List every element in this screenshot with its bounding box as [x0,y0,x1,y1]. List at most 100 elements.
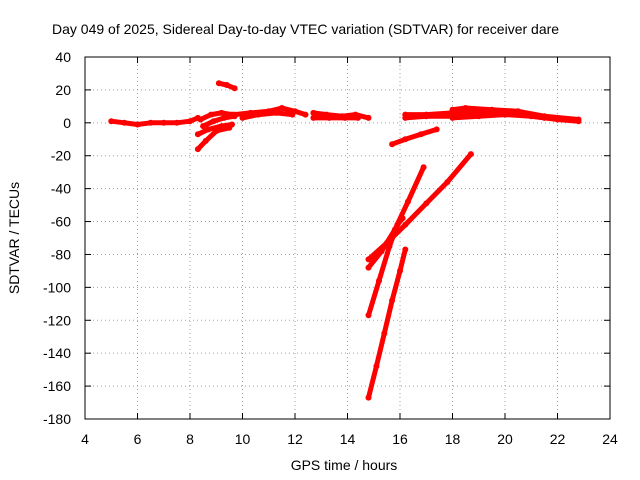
data-point [386,243,393,250]
y-tick-label: -160 [43,378,71,394]
x-tick-label: 8 [186,431,194,447]
data-series [194,121,235,138]
data-point [365,264,372,271]
data-point [205,126,212,133]
data-point [208,111,214,118]
y-tick-label: 0 [63,115,71,131]
data-point [462,105,469,111]
data-point [310,114,317,121]
data-point [420,164,427,171]
data-point [302,111,309,118]
x-axis-label: GPS time / hours [291,457,398,473]
data-point [197,116,204,123]
data-series [215,80,238,92]
data-point [108,118,115,125]
series-path [389,126,440,147]
data-series [365,215,406,319]
x-tick-label: 12 [287,431,303,447]
data-point [444,179,451,186]
data-point [278,105,285,111]
x-tick-label: 6 [134,431,142,447]
data-point [365,114,372,121]
data-point [355,114,361,121]
data-series [389,126,440,148]
y-tick-label: 20 [55,82,71,98]
data-point [215,80,222,87]
y-tick-label: -180 [43,411,71,427]
data-point [404,198,411,205]
data-series [365,151,474,263]
data-point [326,114,333,121]
x-tick-label: 4 [81,431,89,447]
data-series [310,114,361,121]
data-point [194,146,201,153]
x-tick-label: 10 [235,431,251,447]
data-point [402,221,409,228]
y-tick-label: -120 [43,312,71,328]
series-path [195,125,232,152]
x-tick-label: 24 [602,431,618,447]
data-point [365,256,372,263]
data-point [462,109,469,116]
data-point [310,109,317,116]
series-layer [108,80,582,401]
y-tick-labels: 40 20 0 -20 -40 -60 -80 -100 -120 -140 -160 -180 [43,49,71,427]
data-point [449,106,456,113]
data-point [273,109,280,116]
x-tick-label: 16 [392,431,408,447]
series-path [366,247,408,401]
chart-title: Day 049 of 2025, Sidereal Day-to-day VTE… [52,21,559,37]
data-point [218,123,225,130]
series-path [195,122,235,137]
data-point [423,111,430,118]
series-path [240,110,295,121]
data-point [389,141,396,148]
series-path [366,151,474,262]
data-point [187,118,193,125]
data-point [173,119,180,126]
x-tick-labels: 4 6 8 10 12 14 16 18 20 22 24 [81,431,618,447]
y-axis-label: SDTVAR / TECUs [6,182,22,294]
data-point [223,82,230,88]
data-point [423,200,430,207]
data-point [397,267,403,274]
data-point [239,114,246,121]
y-tick-label: -60 [51,214,71,230]
data-point [134,121,141,128]
y-tick-label: -40 [51,181,71,197]
ticks [84,56,611,420]
data-point [389,297,396,304]
data-point [488,109,495,116]
y-tick-label: 40 [55,49,71,65]
data-point [194,131,201,138]
data-point [467,151,474,158]
x-tick-label: 22 [550,431,566,447]
data-point [567,116,574,123]
data-point [231,85,238,92]
series-path [198,110,235,122]
series-path [200,113,238,129]
data-point [218,109,225,116]
data-series [462,109,574,123]
data-point [402,111,409,118]
data-point [394,221,401,228]
data-point [221,114,228,121]
series-path [402,110,469,118]
data-point [160,119,167,126]
data-series [365,246,409,401]
data-point [575,118,582,125]
x-tick-label: 20 [497,431,513,447]
data-point [231,111,238,118]
data-point [376,277,382,284]
data-point [255,111,262,118]
data-point [449,114,456,121]
data-point [515,111,522,118]
x-tick-label: 14 [340,431,356,447]
x-tick-label: 18 [445,431,461,447]
data-point [399,215,406,222]
y-tick-label: -80 [51,246,71,262]
data-point [289,111,296,118]
data-point [373,363,380,370]
data-point [365,312,372,319]
data-point [433,126,440,133]
